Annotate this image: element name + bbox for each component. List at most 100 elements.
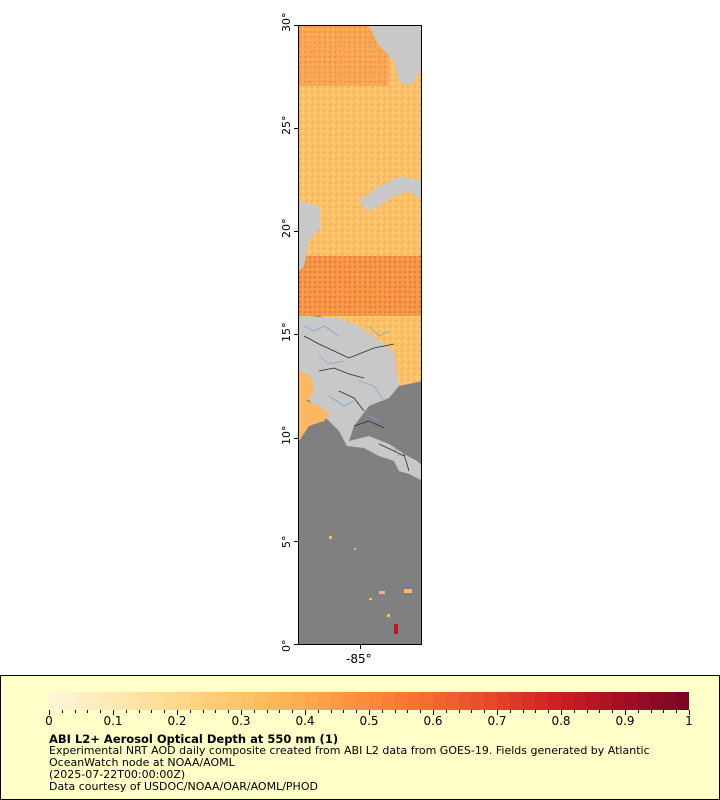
colorbar-cell xyxy=(368,692,382,710)
colorbar-cell xyxy=(138,692,152,710)
colorbar-minor-tick xyxy=(509,710,511,713)
colorbar-tick-label: 0.5 xyxy=(359,714,379,728)
lat-label-0: 0° xyxy=(280,639,293,653)
lat-label-10: 10° xyxy=(280,425,293,446)
colorbar-cell xyxy=(394,692,408,710)
land-us-coast xyxy=(369,26,421,86)
colorbar-cell xyxy=(176,692,190,710)
colorbar-tick xyxy=(625,710,626,715)
colorbar-cell xyxy=(432,692,446,710)
colorbar-cell xyxy=(509,692,523,710)
colorbar-cell xyxy=(560,692,574,710)
colorbar-cell xyxy=(304,692,318,710)
aod-high-band xyxy=(299,256,421,316)
aod-map xyxy=(299,26,421,634)
lon-label: -85° xyxy=(346,652,372,666)
colorbar-cell xyxy=(87,692,101,710)
colorbar-tick-label: 0.8 xyxy=(551,714,571,728)
colorbar-minor-tick xyxy=(420,710,422,713)
colorbar-minor-tick xyxy=(279,710,281,713)
colorbar-cell xyxy=(228,692,241,710)
aod-pixel xyxy=(379,591,385,594)
colorbar-tick-label: 0.9 xyxy=(615,714,635,728)
legend-description: Experimental NRT AOD daily composite cre… xyxy=(49,744,650,769)
legend-credit: Data courtesy of USDOC/NOAA/OAR/AOML/PHO… xyxy=(49,780,318,793)
colorbar-tick xyxy=(369,710,370,715)
colorbar-tick-label: 0.3 xyxy=(231,714,251,728)
colorbar-cell xyxy=(266,692,280,710)
rivers xyxy=(303,325,400,457)
colorbar-minor-tick xyxy=(356,710,358,713)
colorbar-cell xyxy=(599,692,613,710)
colorbar-tick xyxy=(241,710,242,715)
colorbar-minor-tick xyxy=(599,710,601,713)
colorbar-cell xyxy=(458,692,472,710)
colorbar-cell xyxy=(49,692,62,710)
aod-pixel xyxy=(354,548,356,550)
colorbar-minor-tick xyxy=(228,710,230,713)
colorbar-cell xyxy=(522,692,536,710)
land-yucatan xyxy=(359,176,421,211)
lat-label-20: 20° xyxy=(280,218,293,239)
colorbar-minor-tick xyxy=(164,710,166,713)
colorbar-cell xyxy=(496,692,510,710)
colorbar-cell xyxy=(74,692,88,710)
colorbar-cell xyxy=(650,692,664,710)
colorbar-cell xyxy=(356,692,369,710)
colorbar-minor-tick xyxy=(151,710,153,713)
colorbar-minor-tick xyxy=(343,710,345,713)
colorbar-minor-tick xyxy=(612,710,614,713)
colorbar-minor-tick xyxy=(381,710,383,713)
colorbar-minor-tick xyxy=(74,710,76,713)
colorbar-minor-tick xyxy=(471,710,473,713)
colorbar-tick xyxy=(561,710,562,715)
colorbar-cell xyxy=(407,692,421,710)
lat-tick xyxy=(294,25,298,26)
colorbar-cell xyxy=(330,692,344,710)
colorbar-tick-label: 1 xyxy=(685,714,693,728)
lat-tick xyxy=(294,541,298,542)
legend-timestamp: (2025-07-22T00:00:00Z) xyxy=(49,768,186,781)
country-borders xyxy=(303,335,410,472)
lat-tick xyxy=(294,334,298,335)
colorbar-minor-tick xyxy=(292,710,294,713)
colorbar-cell xyxy=(535,692,549,710)
colorbar-tick xyxy=(497,710,498,715)
colorbar-cell xyxy=(612,692,625,710)
colorbar-minor-tick xyxy=(586,710,588,713)
colorbar-tick xyxy=(113,710,114,715)
colorbar-tick xyxy=(49,710,50,715)
colorbar-minor-tick xyxy=(535,710,537,713)
colorbar-cell xyxy=(164,692,177,710)
colorbar-tick xyxy=(177,710,178,715)
colorbar-minor-tick xyxy=(407,710,409,713)
colorbar-minor-tick xyxy=(215,710,217,713)
lat-label-15: 15° xyxy=(280,322,293,343)
lat-tick xyxy=(294,231,298,232)
colorbar-minor-tick xyxy=(484,710,486,713)
colorbar-cell xyxy=(548,692,561,710)
colorbar-cell xyxy=(61,692,75,710)
colorbar-tick xyxy=(433,710,434,715)
colorbar-cell xyxy=(125,692,139,710)
colorbar-cell xyxy=(279,692,293,710)
colorbar-minor-tick xyxy=(663,710,665,713)
map-panel[interactable] xyxy=(298,25,422,645)
colorbar-cell xyxy=(202,692,216,710)
aod-pixel xyxy=(329,536,332,539)
colorbar-cell xyxy=(445,692,459,710)
colorbar-minor-tick xyxy=(676,710,678,713)
colorbar-minor-tick xyxy=(61,710,63,713)
colorbar-cell xyxy=(100,692,113,710)
colorbar-minor-tick xyxy=(317,710,319,713)
colorbar-minor-tick xyxy=(125,710,127,713)
aod-pixel xyxy=(404,589,412,593)
land-central-america xyxy=(299,316,421,480)
colorbar-minor-tick xyxy=(394,710,396,713)
colorbar-cell xyxy=(343,692,357,710)
colorbar-cell xyxy=(151,692,165,710)
colorbar-cell xyxy=(112,692,126,710)
colorbar-minor-tick xyxy=(138,710,140,713)
aod-pixel xyxy=(387,614,390,617)
colorbar-cell xyxy=(215,692,229,710)
